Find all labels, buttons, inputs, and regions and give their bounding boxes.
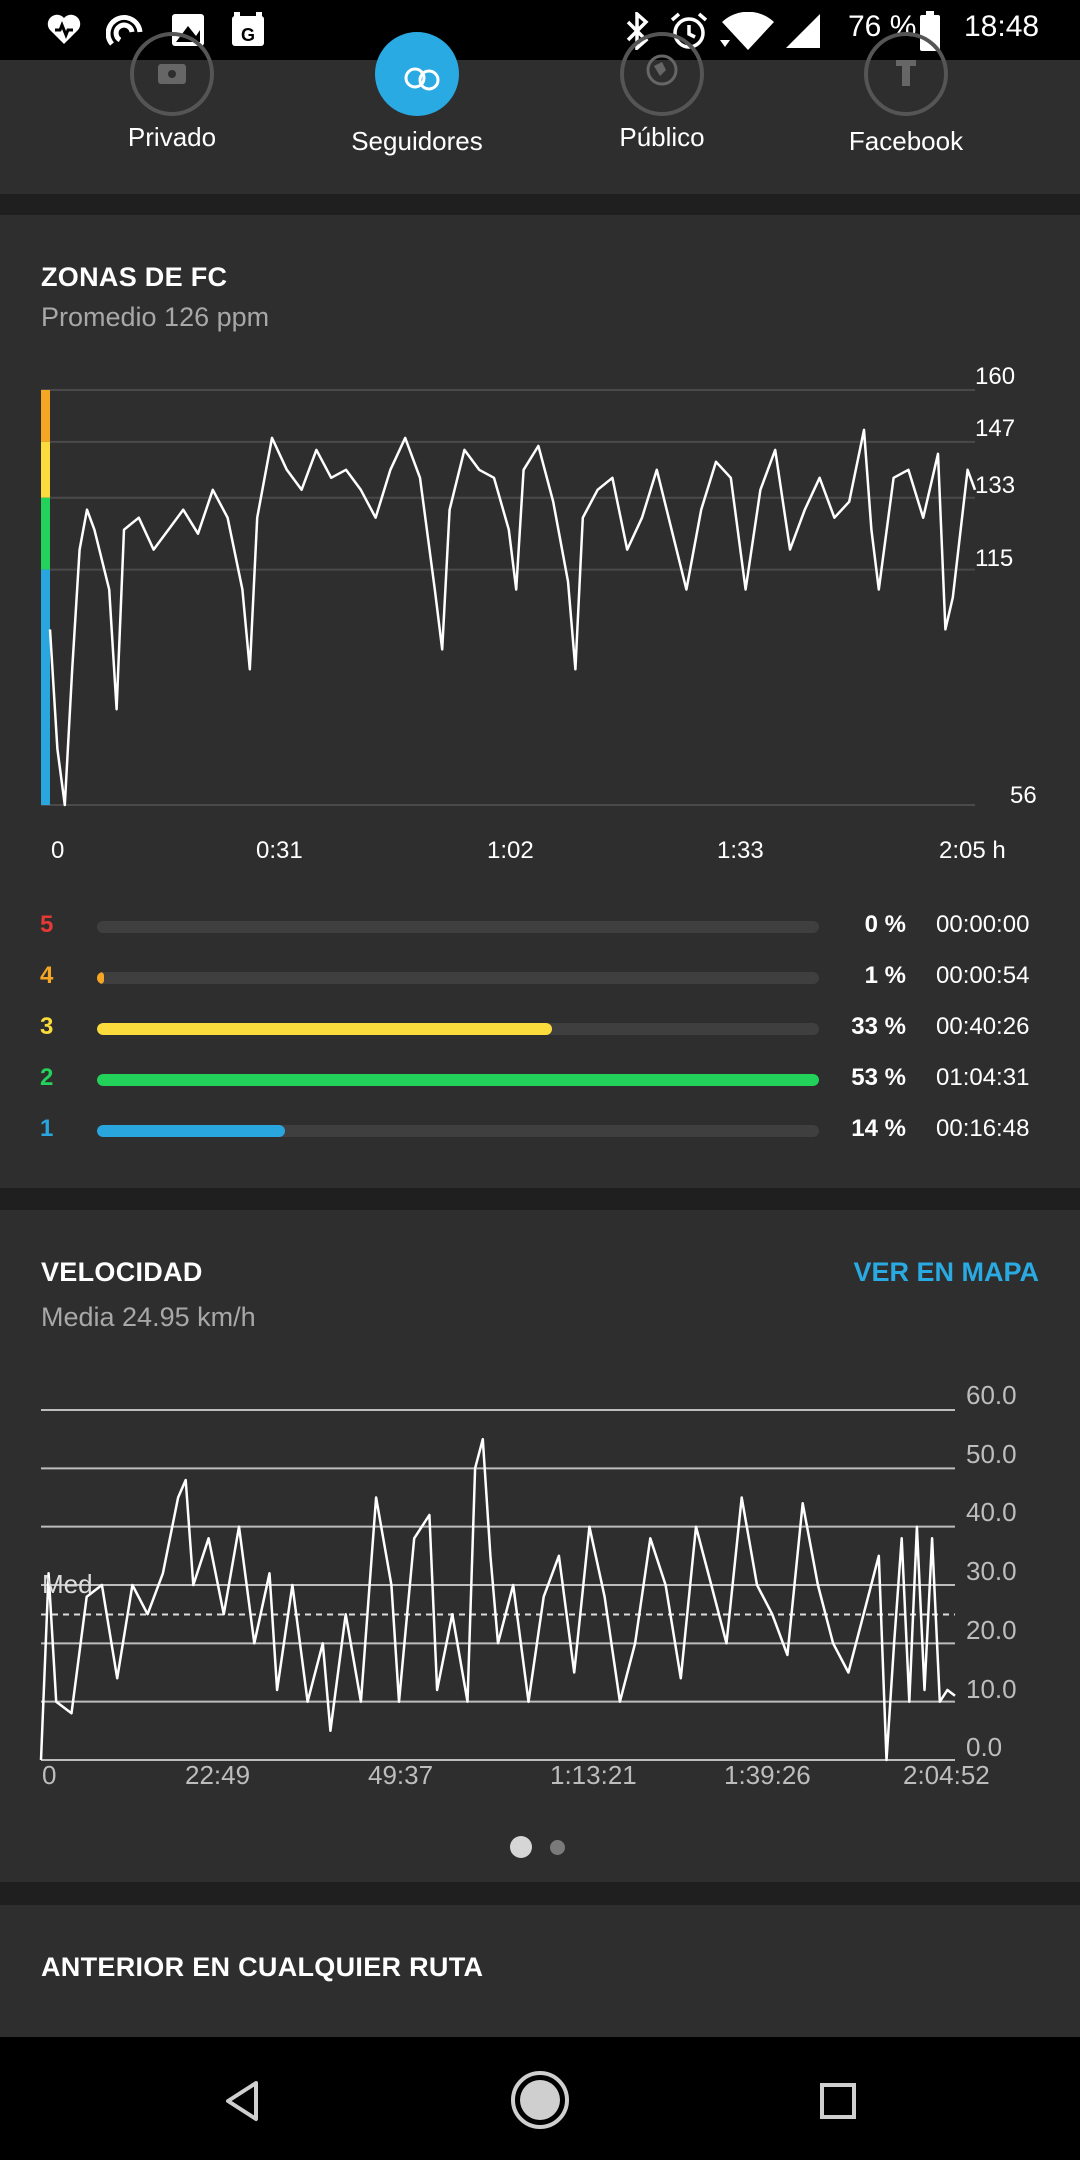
- section-title: ANTERIOR EN CUALQUIER RUTA: [41, 1952, 484, 1982]
- speed-title: VELOCIDAD: [41, 1257, 203, 1287]
- followers-icon: [375, 32, 459, 116]
- share-option-label: Seguidores: [351, 126, 483, 156]
- zone-bar-fill: [97, 972, 105, 984]
- speed-x-tick: 2:04:52: [903, 1760, 990, 1790]
- hr-zone-band: [41, 390, 50, 442]
- signal-icon: [786, 14, 820, 48]
- zone-bar-fill: [97, 1125, 285, 1137]
- svg-text:G: G: [241, 25, 255, 45]
- zone-duration: 00:40:26: [936, 1013, 1030, 1040]
- back-icon[interactable]: [222, 2079, 262, 2123]
- share-option-label: Privado: [127, 122, 217, 152]
- zone-row-3: 3 33 % 00:40:26: [0, 1009, 1080, 1049]
- speed-average-label: Med: [42, 1569, 93, 1599]
- zone-duration: 00:00:54: [936, 962, 1030, 989]
- speed-y-tick: 60.0: [966, 1380, 1017, 1410]
- hr-y-tick: 160: [975, 363, 1016, 390]
- zone-percentage: 1 %: [864, 962, 906, 989]
- globe-icon: [620, 32, 704, 116]
- hr-y-tick: 56: [1010, 782, 1037, 809]
- zone-bar-track: [97, 921, 819, 933]
- hr-chart: [41, 389, 977, 807]
- speed-x-tick: 0: [42, 1760, 57, 1790]
- hr-zones-title: ZONAS DE FC: [41, 262, 228, 292]
- hr-y-tick: 147: [975, 415, 1016, 442]
- speed-y-tick: 10.0: [966, 1674, 1017, 1704]
- speed-x-tick: 1:39:26: [724, 1760, 811, 1790]
- zone-row-4: 4 1 % 00:00:54: [0, 958, 1080, 998]
- zone-row-5: 5 0 % 00:00:00: [0, 907, 1080, 947]
- share-option-label: Público: [619, 122, 705, 152]
- zone-bar-track: [97, 1074, 819, 1086]
- speed-x-tick: 1:13:21: [550, 1760, 637, 1790]
- zone-bar-track: [97, 972, 819, 984]
- zone-bar-track: [97, 1125, 819, 1137]
- share-option-privado[interactable]: Privado: [52, 32, 292, 194]
- zone-bar-track: [97, 1023, 819, 1035]
- zone-number: 2: [40, 1064, 54, 1091]
- hr-zone-band: [41, 497, 50, 570]
- zone-percentage: 33 %: [851, 1013, 906, 1040]
- share-option-label: Facebook: [848, 126, 964, 156]
- hr-y-tick: 133: [975, 472, 1016, 499]
- zone-duration: 01:04:31: [936, 1064, 1030, 1091]
- home-icon[interactable]: [509, 2069, 571, 2131]
- zone-number: 3: [40, 1013, 54, 1040]
- speed-y-tick: 50.0: [966, 1439, 1017, 1469]
- speed-x-tick: 22:49: [185, 1760, 251, 1790]
- page-indicator-dot-active[interactable]: [510, 1836, 532, 1858]
- hr-x-tick: 1:02: [487, 837, 534, 864]
- clock: 18:48: [964, 10, 1040, 43]
- wifi-icon: [720, 12, 774, 50]
- speed-chart: [39, 1409, 956, 1762]
- page-indicator-dot[interactable]: [550, 1840, 565, 1855]
- speed-x-tick: 49:37: [368, 1760, 434, 1790]
- speed-y-tick: 40.0: [966, 1497, 1017, 1527]
- speed-y-tick: 0.0: [966, 1732, 1003, 1762]
- zone-bar-fill: [97, 1074, 819, 1086]
- zone-percentage: 14 %: [851, 1115, 906, 1142]
- sync-icon: [106, 15, 143, 46]
- hr-series-line: [48, 428, 977, 807]
- gpay-icon: G: [232, 12, 264, 46]
- zone-percentage: 53 %: [851, 1064, 906, 1091]
- lock-icon: [130, 32, 214, 116]
- speed-average: Media 24.95 km/h: [41, 1302, 256, 1332]
- zone-row-1: 1 14 % 00:16:48: [0, 1111, 1080, 1151]
- view-on-map-link[interactable]: VER EN MAPA: [853, 1257, 1039, 1287]
- speed-series-line: [39, 1437, 956, 1762]
- speed-card: VELOCIDAD VER EN MAPA Media 24.95 km/h M…: [0, 1210, 1080, 1882]
- hr-zones-average: Promedio 126 ppm: [41, 302, 270, 332]
- zone-duration: 00:16:48: [936, 1115, 1030, 1142]
- heart-pulse-icon: [47, 14, 81, 44]
- recents-icon[interactable]: [819, 2082, 857, 2120]
- speed-y-tick: 30.0: [966, 1556, 1017, 1586]
- hr-y-tick: 115: [975, 545, 1014, 572]
- hr-zone-band: [41, 441, 50, 498]
- zone-duration: 00:00:00: [936, 911, 1030, 938]
- zone-row-2: 2 53 % 01:04:31: [0, 1060, 1080, 1100]
- previous-on-any-route-card: ANTERIOR EN CUALQUIER RUTA: [0, 1905, 1080, 2037]
- zone-percentage: 0 %: [864, 911, 906, 938]
- hr-zones-card: ZONAS DE FC Promedio 126 ppm 160 147 133…: [0, 215, 1080, 1188]
- hr-x-tick: 0:31: [256, 837, 303, 864]
- hr-x-tick: 2:05 h: [939, 837, 1006, 864]
- share-option-seguidores[interactable]: Seguidores: [297, 32, 537, 194]
- hr-zone-band: [41, 569, 50, 805]
- speed-y-tick: 20.0: [966, 1615, 1017, 1645]
- share-visibility-panel: Privado Seguidores Público Facebook: [0, 32, 1080, 194]
- share-option-publico[interactable]: Público: [542, 32, 782, 194]
- zone-number: 5: [40, 911, 54, 938]
- system-nav-bar: [0, 2037, 1080, 2160]
- share-option-facebook[interactable]: Facebook: [786, 32, 1026, 194]
- facebook-icon: [864, 32, 948, 116]
- zone-number: 1: [40, 1115, 54, 1142]
- zone-number: 4: [40, 962, 54, 989]
- hr-x-tick: 0: [51, 837, 65, 864]
- zone-bar-fill: [97, 1023, 552, 1035]
- hr-x-tick: 1:33: [717, 837, 764, 864]
